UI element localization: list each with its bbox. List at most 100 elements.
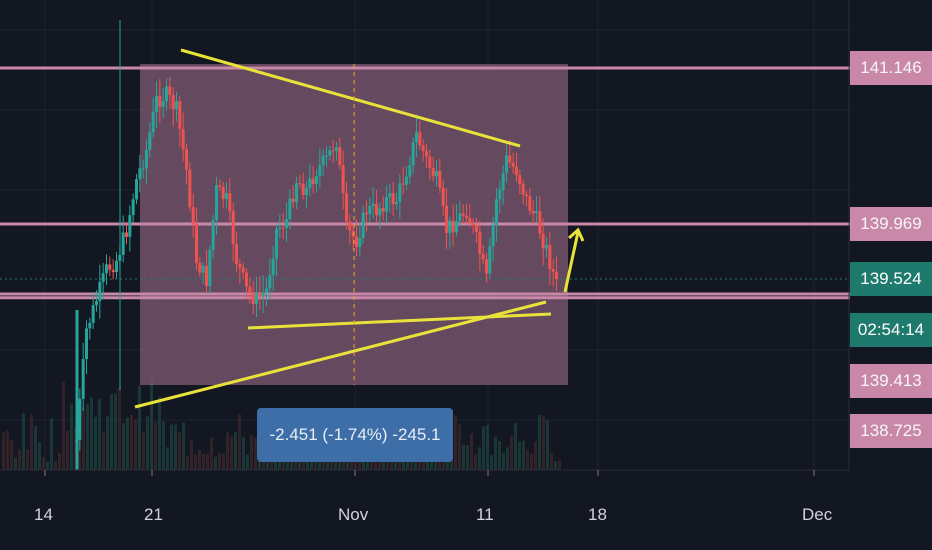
volume-bar [118, 387, 121, 470]
volume-bar [26, 449, 29, 470]
candle-body-38 [201, 265, 205, 273]
candle-body-126 [495, 199, 498, 226]
candle-body-130 [508, 155, 512, 163]
candle-body-66 [295, 183, 298, 203]
candle-body-74 [321, 155, 325, 166]
measure-info-box: -2.451 (-1.74%) -245.1 [257, 408, 453, 462]
candle-body-107 [431, 167, 435, 177]
horizontal-level-lines [0, 66, 850, 300]
x-tick-label-11: 11 [476, 505, 494, 524]
x-tick-label-dec: Dec [802, 505, 833, 524]
candle-body-82 [348, 221, 352, 231]
candle-body-63 [285, 218, 288, 228]
candle-body-51 [245, 272, 248, 287]
candle-body-78 [335, 147, 338, 152]
candle-body-61 [278, 227, 282, 229]
candle-body-97 [398, 183, 402, 202]
candle-body-45 [225, 192, 228, 199]
volume-bar [190, 439, 193, 470]
candle-body-102 [415, 132, 418, 143]
candlestick-series [75, 20, 558, 470]
candle-body-119 [471, 223, 475, 226]
volume-bar [542, 415, 545, 470]
candle-body-26 [161, 101, 165, 107]
volume-bar [66, 430, 69, 470]
volume-bar [206, 453, 209, 470]
candle-body-109 [438, 171, 442, 188]
volume-bar [458, 424, 461, 470]
volume-bar [530, 453, 533, 470]
volume-bar [186, 456, 189, 470]
candle-body-39 [205, 265, 208, 286]
candle-body-44 [221, 186, 225, 199]
candle-body-36 [195, 223, 198, 263]
volume-bar [238, 414, 241, 470]
candle-body-88 [368, 205, 372, 215]
candle-body-138 [535, 211, 538, 214]
volume-bar [498, 441, 501, 470]
volume-bar [10, 439, 13, 470]
candle-body-11 [111, 269, 115, 273]
candle-body-118 [468, 218, 472, 224]
volume-bar [86, 403, 89, 470]
candle-body-50 [241, 267, 245, 273]
volume-bar [490, 455, 493, 470]
candle-body-16 [128, 215, 132, 237]
volume-bar [198, 449, 201, 470]
candle-body-18 [135, 179, 138, 200]
trendlines[interactable] [134, 48, 585, 409]
candle-body-15 [125, 232, 128, 237]
candle-body-20 [141, 168, 145, 170]
candle-body-144 [555, 271, 558, 280]
x-tick-label-21: 21 [144, 505, 163, 524]
candle-body-68 [301, 183, 305, 195]
volume-bar [494, 436, 497, 470]
candle-body-4 [88, 322, 92, 329]
candle-body-115 [458, 213, 462, 222]
candle-body-124 [488, 246, 492, 274]
candle-body-42 [215, 185, 218, 220]
volume-bar [110, 394, 113, 470]
countdown-label: 02:54:14 [850, 313, 932, 347]
volume-bar [202, 453, 205, 470]
volume-bar [546, 420, 549, 470]
volume-bar [502, 452, 505, 470]
candle-body-10 [108, 264, 112, 270]
candle-body-101 [411, 142, 415, 166]
volume-bar [54, 461, 57, 470]
candle-body-110 [441, 187, 445, 206]
candle-body-35 [191, 207, 195, 224]
volume-bar [134, 419, 137, 470]
candle-body-69 [305, 188, 308, 195]
volume-bar [38, 442, 41, 470]
volume-bar [214, 456, 217, 470]
candle-body-23 [151, 111, 155, 133]
candle-body-46 [228, 192, 232, 212]
candle-body-49 [238, 263, 242, 268]
volume-bar [558, 460, 561, 470]
volume-bar [82, 407, 85, 470]
candle-body-91 [378, 208, 382, 216]
axis-ticks [44, 470, 815, 476]
current-price-label: 139.524 [850, 262, 932, 296]
candle-body-98 [401, 183, 405, 185]
volume-bar [14, 457, 17, 470]
candle-body-33 [185, 149, 188, 170]
volume-bar [166, 447, 169, 470]
volume-bar [294, 461, 297, 470]
volume-bar [222, 453, 225, 470]
candle-body-137 [531, 210, 535, 214]
candle-body-55 [258, 293, 262, 297]
volume-bar [90, 397, 93, 470]
price-label-139969: 139.969 [850, 207, 932, 241]
volume-bar [246, 454, 249, 470]
volume-bar [250, 435, 253, 470]
volume-bar [2, 432, 5, 470]
candle-body-52 [248, 286, 252, 293]
candle-body-77 [331, 150, 335, 152]
candle-body-73 [318, 165, 322, 176]
volume-bar [538, 414, 541, 470]
candle-body-85 [358, 238, 362, 247]
candle-body-28 [168, 86, 172, 95]
